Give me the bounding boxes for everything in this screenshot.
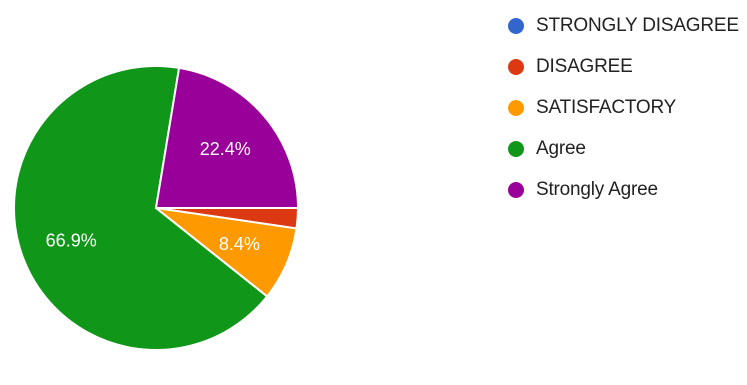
legend-label-disagree: DISAGREE (536, 56, 633, 77)
pie-slice-agree[interactable] (13, 65, 269, 351)
legend-label-satisfactory: SATISFACTORY (536, 97, 677, 118)
legend-label-agree: Agree (536, 138, 586, 159)
chart-legend: STRONGLY DISAGREE DISAGREE SATISFACTORY … (508, 12, 739, 217)
legend-item-strongly-agree[interactable]: Strongly Agree (508, 176, 739, 204)
slice-label-satisfactory: 8.4% (219, 234, 260, 254)
slice-label-agree: 66.9% (46, 231, 97, 251)
legend-item-agree[interactable]: Agree (508, 135, 739, 163)
legend-swatch-strongly-disagree (508, 18, 524, 34)
slice-label-strongly-agree: 22.4% (200, 139, 251, 159)
legend-swatch-agree (508, 141, 524, 157)
legend-item-disagree[interactable]: DISAGREE (508, 53, 739, 81)
legend-swatch-strongly-agree (508, 182, 524, 198)
legend-item-strongly-disagree[interactable]: STRONGLY DISAGREE (508, 12, 739, 40)
pie-slice-strongly-agree[interactable] (154, 66, 300, 209)
legend-swatch-disagree (508, 59, 524, 75)
legend-label-strongly-agree: Strongly Agree (536, 179, 658, 200)
legend-item-satisfactory[interactable]: SATISFACTORY (508, 94, 739, 122)
legend-swatch-satisfactory (508, 100, 524, 116)
legend-label-strongly-disagree: STRONGLY DISAGREE (536, 15, 739, 36)
